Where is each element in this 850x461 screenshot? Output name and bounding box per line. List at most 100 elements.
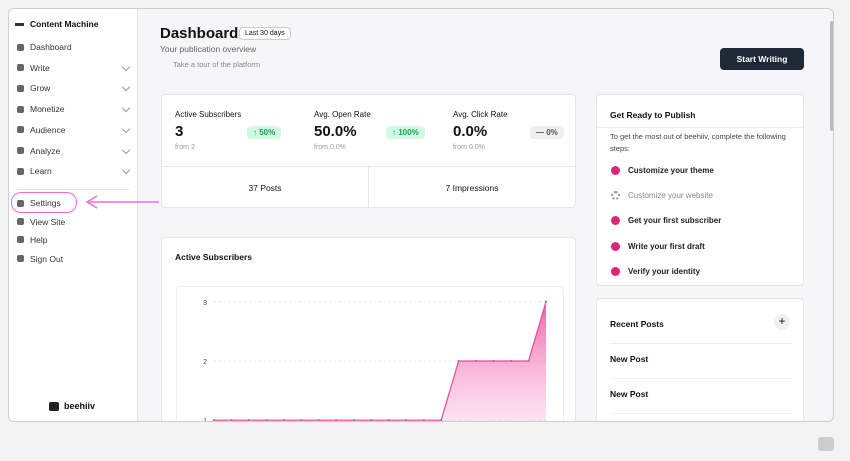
pointer-arrow	[85, 195, 159, 209]
point	[282, 419, 286, 421]
point	[352, 419, 355, 421]
total: 7 Impressions	[445, 183, 499, 193]
page-title: Dashboard	[160, 25, 239, 42]
y-tick-label: 2	[203, 359, 207, 366]
stat-label: Active Subscribers	[175, 110, 242, 119]
chevron	[121, 103, 131, 113]
point	[422, 419, 425, 421]
nav-icon	[17, 105, 24, 113]
chevron	[121, 165, 131, 175]
start-writing-button[interactable]: Start Writing	[720, 48, 804, 70]
nav-label: Monetize	[30, 104, 65, 115]
tour-link[interactable]: Take a tour of the platform	[173, 60, 261, 69]
nav-item[interactable]: Monetize	[17, 103, 131, 115]
nav-icon	[17, 84, 24, 92]
chevron	[121, 62, 131, 71]
nav-icon	[17, 43, 24, 51]
nav-icon	[17, 199, 24, 207]
chart-title: Active Subscribers	[175, 252, 253, 262]
nav-icon	[17, 64, 24, 72]
recent-title: Recent Posts	[610, 319, 664, 329]
check-done	[611, 216, 620, 226]
nav-label: Write	[30, 62, 50, 73]
stat-value: 3	[175, 123, 184, 140]
highlight-circle	[11, 192, 77, 213]
nav-icon	[17, 236, 24, 243]
divider	[610, 413, 792, 414]
point	[247, 419, 251, 421]
logo-text: beehiiv	[64, 401, 96, 411]
nav-label: Dashboard	[30, 42, 72, 52]
check-done	[611, 166, 620, 175]
stat-change: ↑ 50%	[247, 126, 282, 139]
subtitle: Your publication overview	[160, 44, 257, 54]
point	[509, 359, 513, 363]
stat-from: from 0.0%	[453, 144, 485, 151]
nav-item[interactable]: Sign Out	[17, 254, 129, 264]
point	[265, 419, 268, 421]
divider	[597, 127, 803, 128]
logo: beehiiv	[49, 401, 95, 411]
stat-label: Avg. Click Rate	[453, 110, 508, 119]
divider	[17, 189, 129, 190]
divider	[368, 166, 369, 208]
point	[527, 359, 530, 363]
nav-item[interactable]: View Site	[17, 217, 129, 227]
nav-label: Grow	[30, 83, 51, 94]
point	[370, 419, 373, 421]
nav-item[interactable]: Analyze	[17, 145, 131, 156]
workspace-name: Content Machine	[30, 19, 99, 29]
nav-item[interactable]: Audience	[17, 124, 131, 135]
post-title[interactable]: New Post	[610, 389, 649, 399]
nav-icon	[17, 167, 24, 175]
nav-icon	[17, 218, 24, 225]
nav-label: Learn	[30, 166, 52, 177]
nav-item[interactable]: Grow	[17, 83, 131, 94]
chevron	[121, 124, 131, 134]
total: 37 Posts	[248, 183, 282, 193]
nav-label: View Site	[30, 216, 66, 227]
stat-value: 0.0%	[453, 123, 488, 140]
chart-card: Active Subscribers 1 2 3	[161, 237, 576, 421]
stat-label: Avg. Open Rate	[314, 110, 371, 119]
nav-label: Analyze	[30, 145, 61, 156]
point	[439, 419, 443, 421]
stat-from: from 0.0%	[314, 144, 346, 151]
nav-label: Settings	[30, 198, 61, 208]
check-done	[611, 241, 620, 251]
check-done	[611, 266, 620, 276]
point	[474, 359, 478, 363]
line	[214, 301, 547, 421]
post-title[interactable]: New Post	[610, 354, 649, 364]
chevron	[121, 145, 131, 154]
nav-item[interactable]: Settings	[17, 198, 129, 208]
corner-logo	[818, 437, 834, 451]
point	[212, 419, 216, 421]
button-label: Start Writing	[736, 54, 788, 64]
nav-item[interactable]: Dashboard	[17, 42, 129, 52]
workspace-switcher[interactable]: Content Machine	[15, 15, 131, 33]
stat-value: 50.0%	[314, 123, 357, 140]
nav-item[interactable]: Learn	[17, 165, 131, 177]
point	[317, 419, 321, 421]
stat-change: — 0%	[530, 126, 564, 139]
checklist-intro: To get the most out of beehiiv, complete…	[610, 132, 786, 153]
nav-label: Sign Out	[30, 253, 64, 264]
add-post-button[interactable]: +	[774, 314, 790, 330]
divider	[610, 343, 792, 344]
check-label: Write your first draft	[628, 241, 705, 251]
nav-icon	[17, 147, 24, 154]
chevron	[121, 83, 131, 92]
point	[405, 419, 408, 421]
nav-item[interactable]: Write	[17, 62, 131, 73]
checklist-title: Get Ready to Publish	[610, 110, 696, 120]
point	[387, 419, 390, 421]
nav-label: Audience	[30, 124, 66, 135]
chart: 1 2 3	[203, 300, 548, 421]
point	[492, 359, 495, 363]
divider	[610, 378, 792, 379]
stats-card: Active Subscribers 3 ↑ 50% from 2 Avg. Open …	[161, 94, 576, 208]
nav-item[interactable]: Help	[17, 235, 129, 245]
date-badge[interactable]: Last 30 days	[239, 27, 291, 40]
